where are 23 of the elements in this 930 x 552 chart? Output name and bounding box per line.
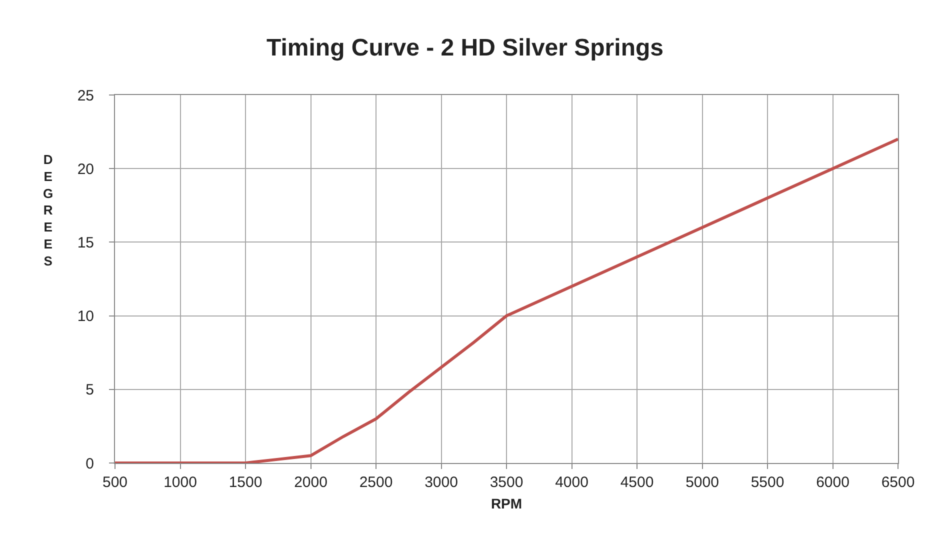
x-tick-label: 3000 xyxy=(424,474,458,491)
x-tick-label: 6000 xyxy=(816,474,850,491)
x-tick-label: 500 xyxy=(102,474,128,491)
y-tick-label: 10 xyxy=(77,308,94,326)
y-tick-label: 0 xyxy=(86,455,94,472)
x-tick-label: 3500 xyxy=(490,474,524,491)
y-tick-label: 25 xyxy=(77,87,94,104)
x-tick-label: 2000 xyxy=(294,474,328,491)
x-tick-label: 1500 xyxy=(228,474,262,491)
y-axis-title: DEGREES xyxy=(43,152,54,268)
x-axis-title: RPM xyxy=(490,495,522,512)
x-tick-label: 1000 xyxy=(164,474,197,491)
x-tick-label: 4000 xyxy=(555,474,588,491)
line-series xyxy=(115,138,898,463)
y-tick-label: 15 xyxy=(77,234,94,252)
x-tick-label: 2500 xyxy=(359,474,393,491)
chart-title: Timing Curve - 2 HD Silver Springs xyxy=(266,34,664,62)
x-tick-label: 5500 xyxy=(750,474,784,491)
x-tick-label: 5000 xyxy=(686,474,719,491)
y-tick-label: 5 xyxy=(86,382,94,399)
x-tick-label: 6500 xyxy=(881,474,915,491)
y-tick-label: 20 xyxy=(77,160,94,178)
x-tick-label: 4500 xyxy=(620,474,654,491)
